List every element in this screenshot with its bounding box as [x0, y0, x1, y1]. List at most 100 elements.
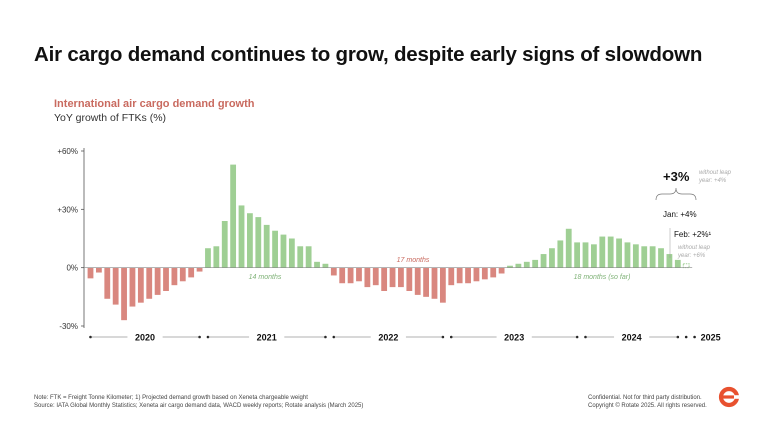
- timeline-dot: [684, 335, 688, 339]
- bar: [213, 246, 220, 268]
- bar: [272, 230, 278, 268]
- period-label-2021: 14 months: [249, 274, 282, 281]
- ytd-brace: [655, 187, 697, 201]
- feb-growth-label: Feb: +2%¹: [674, 230, 711, 239]
- period-label-2024: 18 months (so far): [574, 274, 631, 281]
- bar: [448, 267, 455, 286]
- year-label: 2024: [622, 333, 642, 343]
- bar: [112, 267, 119, 305]
- confidential-line-1: Confidential. Not for third party distri…: [588, 395, 702, 401]
- bar: [381, 267, 388, 291]
- bar: [263, 224, 270, 268]
- year-label: 2022: [378, 333, 398, 343]
- bar: [599, 236, 606, 268]
- footnote-line-2: Source: IATA Global Monthly Statistics; …: [34, 403, 364, 409]
- bar: [641, 246, 648, 268]
- bar: [330, 267, 337, 276]
- chart-ylabel: YoY growth of FTKs (%): [54, 112, 167, 124]
- bar: [658, 248, 664, 268]
- bar: [314, 261, 320, 268]
- bar: [230, 164, 237, 268]
- bar: [146, 267, 153, 299]
- bar: [347, 267, 354, 284]
- timeline-dot: [693, 335, 696, 339]
- bar: [649, 246, 656, 268]
- bar: [624, 242, 631, 268]
- bar: [179, 267, 186, 282]
- bar: [305, 246, 312, 268]
- confidential-line-2: Copyright © Rotate 2025. All rights rese…: [588, 403, 707, 409]
- footnote: Note: FTK = Freight Tonne Kilometer; 1) …: [34, 394, 363, 410]
- bar: [389, 267, 396, 288]
- bar: [322, 263, 329, 268]
- jan-growth-label: Jan: +4%: [663, 210, 697, 219]
- bar: [591, 244, 597, 268]
- bar: [163, 267, 169, 291]
- bar: [473, 267, 480, 282]
- bar: [87, 267, 94, 279]
- bar: [255, 217, 262, 268]
- bar: [288, 238, 295, 268]
- bar: [439, 267, 446, 303]
- bar: [372, 267, 379, 286]
- period-label-2022: 17 months: [397, 257, 430, 264]
- bar: [280, 234, 287, 268]
- bar: [339, 267, 346, 284]
- bar: [465, 267, 471, 284]
- bar: [674, 259, 681, 268]
- bar: [238, 205, 245, 268]
- bar: [532, 259, 539, 268]
- ytd-growth-value: +3%: [663, 169, 690, 184]
- bar: [423, 267, 429, 297]
- bar: [515, 263, 522, 268]
- bar: [247, 213, 253, 268]
- feb-growth-note-line-1: without leap: [678, 245, 711, 251]
- footnote-line-1: Note: FTK = Freight Tonne Kilometer; 1) …: [34, 395, 308, 401]
- timeline-dot: [324, 335, 327, 339]
- bar: [607, 236, 614, 268]
- bar: [632, 244, 639, 268]
- bar: [188, 267, 195, 278]
- bar: [498, 267, 505, 274]
- bar: [171, 267, 178, 286]
- bar: [364, 267, 371, 288]
- bar: [682, 263, 690, 269]
- bar: [137, 267, 144, 303]
- bar: [129, 267, 136, 307]
- y-tick-label: -30%: [59, 322, 78, 331]
- y-tick-label: 0%: [66, 264, 78, 273]
- y-tick-label: +30%: [57, 205, 78, 214]
- year-label: 2025: [701, 333, 721, 343]
- chart-title: International air cargo demand growth: [54, 98, 255, 110]
- bar: [104, 267, 111, 299]
- bar: [574, 242, 581, 268]
- bar: [540, 254, 547, 268]
- bar: [121, 267, 127, 321]
- bar: [431, 267, 438, 299]
- bar: [616, 238, 622, 268]
- bar: [297, 246, 304, 268]
- bar: [456, 267, 463, 284]
- feb-growth-note-line-2: year: +6%: [677, 253, 706, 259]
- bar: [507, 265, 513, 268]
- ytd-growth-note-line-1: without leap: [699, 170, 732, 176]
- bar: [414, 267, 421, 295]
- bar: [523, 261, 530, 268]
- bar: [196, 267, 203, 272]
- bar: [582, 242, 589, 268]
- bar: [406, 267, 413, 291]
- bar: [565, 228, 572, 268]
- y-tick-label: +60%: [57, 147, 78, 156]
- bar: [356, 267, 362, 282]
- bar: [549, 248, 555, 268]
- bar: [557, 240, 564, 268]
- bar: [205, 248, 211, 268]
- bar: [154, 267, 161, 295]
- year-label: 2023: [504, 333, 524, 343]
- bar: [666, 254, 673, 268]
- page-title: Air cargo demand continues to grow, desp…: [34, 43, 703, 66]
- confidential-notice: Confidential. Not for third party distri…: [588, 394, 707, 410]
- bar: [490, 267, 497, 278]
